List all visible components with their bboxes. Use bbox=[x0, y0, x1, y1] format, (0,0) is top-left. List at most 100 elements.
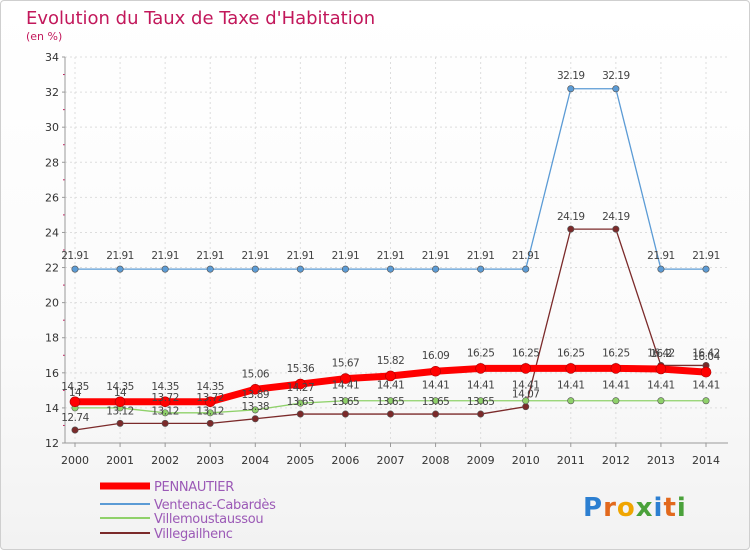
data-label: 24.19 bbox=[602, 211, 630, 223]
data-label: 15.36 bbox=[287, 363, 315, 375]
data-label: 21.91 bbox=[151, 250, 179, 262]
x-tick-label: 2014 bbox=[692, 454, 720, 467]
data-point bbox=[385, 370, 396, 382]
data-label: 15.82 bbox=[377, 355, 405, 367]
legend-label: Villegailhenc bbox=[154, 527, 233, 542]
data-point bbox=[251, 265, 259, 273]
data-point bbox=[340, 373, 351, 384]
data-label: 14.35 bbox=[106, 381, 134, 393]
data-point bbox=[657, 265, 665, 273]
data-point bbox=[702, 397, 710, 405]
x-tick-label: 2003 bbox=[196, 454, 224, 467]
data-label: 16.25 bbox=[512, 347, 540, 359]
data-label: 15.67 bbox=[332, 358, 360, 370]
data-point bbox=[161, 419, 169, 427]
data-label: 21.91 bbox=[106, 250, 134, 262]
data-label: 32.19 bbox=[602, 70, 630, 82]
data-point bbox=[206, 419, 214, 427]
data-label: 21.91 bbox=[377, 250, 405, 262]
data-point bbox=[567, 225, 575, 233]
data-label: 21.91 bbox=[422, 250, 450, 262]
data-point bbox=[565, 363, 577, 374]
chart-subtitle: (en %) bbox=[26, 30, 62, 43]
axes: 12 14 16 18 20 22 24 26 28 30 32 34 2000 2001 2002 2003… bbox=[45, 51, 728, 467]
data-point bbox=[477, 397, 485, 405]
data-labels: 12.74 13.12 13.12 13.12 13.38 13.65 13.65 13.65… bbox=[61, 70, 721, 424]
data-point bbox=[522, 403, 530, 411]
data-label: 21.91 bbox=[61, 250, 89, 262]
chart-title: Evolution du Taux de Taxe d'Habitation bbox=[26, 8, 375, 29]
data-label: 14.41 bbox=[377, 380, 405, 392]
data-point bbox=[204, 396, 216, 408]
data-label: 13.65 bbox=[467, 396, 495, 408]
data-point bbox=[610, 363, 622, 374]
x-tick-label: 2011 bbox=[557, 454, 585, 467]
y-tick-label: 16 bbox=[45, 367, 59, 380]
data-label: 14.41 bbox=[602, 380, 630, 392]
data-label: 13.89 bbox=[242, 389, 270, 401]
data-label: 16.2 bbox=[650, 348, 671, 360]
x-tick-label: 2008 bbox=[422, 454, 450, 467]
data-label: 21.91 bbox=[692, 250, 720, 262]
data-point bbox=[114, 396, 126, 408]
x-tick-label: 2009 bbox=[467, 454, 495, 467]
data-label: 13.72 bbox=[151, 392, 179, 404]
x-tick-label: 2006 bbox=[331, 454, 359, 467]
data-label: 24.19 bbox=[557, 211, 585, 223]
logo-text: Proxiti bbox=[583, 493, 687, 523]
data-point bbox=[251, 415, 259, 423]
data-point bbox=[520, 363, 532, 374]
x-tick-label: 2000 bbox=[61, 454, 89, 467]
data-point bbox=[296, 265, 304, 273]
data-point bbox=[430, 365, 441, 377]
x-tick-label: 2007 bbox=[377, 454, 405, 467]
data-label: 13.12 bbox=[151, 405, 179, 417]
data-point bbox=[69, 396, 81, 408]
data-point bbox=[477, 410, 485, 418]
logo-letter: t bbox=[663, 493, 676, 523]
data-label: 14.41 bbox=[512, 380, 540, 392]
data-point bbox=[432, 410, 440, 418]
x-tick-label: 2002 bbox=[151, 454, 179, 467]
data-point bbox=[386, 397, 394, 405]
data-label: 16.42 bbox=[692, 347, 720, 359]
data-point bbox=[161, 409, 169, 417]
data-label: 16.09 bbox=[422, 350, 450, 362]
data-label: 32.19 bbox=[557, 70, 585, 82]
data-point bbox=[477, 265, 485, 273]
grid bbox=[65, 56, 728, 444]
y-tick-label: 20 bbox=[45, 297, 59, 310]
data-point bbox=[702, 265, 710, 273]
data-label: 16.04 bbox=[692, 351, 720, 363]
data-point bbox=[386, 265, 394, 273]
legend-label: Ventenac-Cabardès bbox=[154, 498, 276, 513]
data-point bbox=[341, 265, 349, 273]
logo-letter: r bbox=[603, 493, 617, 523]
logo-letter: o bbox=[617, 493, 636, 523]
x-tick-label: 2001 bbox=[106, 454, 134, 467]
y-tick-label: 32 bbox=[45, 86, 59, 99]
legend-label: PENNAUTIER bbox=[154, 480, 234, 495]
data-point bbox=[295, 378, 306, 390]
legend: PENNAUTIER Ventenac-CabardèsVillemoustaus… bbox=[100, 480, 276, 542]
data-point bbox=[116, 265, 124, 273]
data-label: 15.06 bbox=[242, 368, 270, 380]
data-point bbox=[296, 399, 304, 407]
y-tick-label: 34 bbox=[45, 51, 59, 64]
data-point bbox=[341, 410, 349, 418]
data-label: 14 bbox=[114, 387, 127, 399]
y-tick-label: 28 bbox=[45, 156, 59, 169]
data-label: 13.72 bbox=[196, 392, 224, 404]
data-label: 16.25 bbox=[467, 347, 495, 359]
data-label: 13.12 bbox=[196, 405, 224, 417]
data-label: 13.12 bbox=[106, 405, 134, 417]
data-point bbox=[612, 85, 620, 93]
data-label: 14.41 bbox=[332, 380, 360, 392]
data-point bbox=[522, 397, 530, 405]
y-tick-label: 22 bbox=[45, 262, 59, 275]
y-tick-label: 18 bbox=[45, 332, 59, 345]
data-point bbox=[522, 265, 530, 273]
data-point bbox=[71, 265, 79, 273]
data-point bbox=[657, 397, 665, 405]
data-label: 14.41 bbox=[647, 380, 675, 392]
